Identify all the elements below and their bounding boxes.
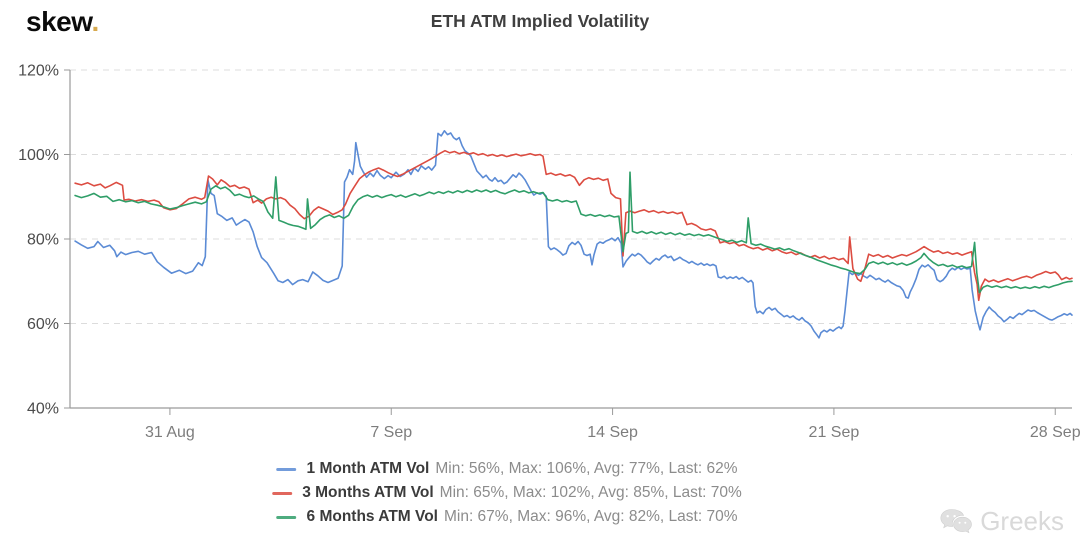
y-axis-label: 80% bbox=[27, 232, 59, 249]
legend-swatch-1-month-icon bbox=[276, 467, 297, 471]
legend-swatch-6-months-icon bbox=[276, 515, 297, 519]
legend-series-name: 6 Months ATM Vol bbox=[306, 508, 438, 525]
x-axis-label: 7 Sep bbox=[370, 424, 412, 441]
greeks-watermark-text: Greeks bbox=[980, 506, 1064, 536]
legend-item-1-month[interactable]: 1 Month ATM Vol Min: 56%, Max: 106%, Avg… bbox=[276, 460, 738, 478]
chart-legend: 1 Month ATM Vol Min: 56%, Max: 106%, Avg… bbox=[272, 460, 742, 526]
x-axis-label: 31 Aug bbox=[145, 424, 195, 441]
skew-logo-text: skew bbox=[26, 6, 92, 37]
legend-series-stats: Min: 56%, Max: 106%, Avg: 77%, Last: 62% bbox=[435, 460, 738, 477]
wechat-icon bbox=[939, 508, 973, 536]
legend-item-6-months[interactable]: 6 Months ATM Vol Min: 67%, Max: 96%, Avg… bbox=[276, 508, 738, 526]
x-axis-label: 28 Sep bbox=[1030, 424, 1080, 441]
legend-series-stats: Min: 65%, Max: 102%, Avg: 85%, Last: 70% bbox=[439, 484, 742, 501]
legend-series-stats: Min: 67%, Max: 96%, Avg: 82%, Last: 70% bbox=[443, 508, 738, 525]
y-axis-label: 100% bbox=[18, 147, 59, 164]
legend-item-3-months[interactable]: 3 Months ATM Vol Min: 65%, Max: 102%, Av… bbox=[272, 484, 742, 502]
skew-logo: skew. bbox=[26, 6, 99, 38]
y-axis-label: 120% bbox=[18, 63, 59, 80]
y-axis-label: 40% bbox=[27, 401, 59, 418]
page-title: ETH ATM Implied Volatility bbox=[430, 11, 650, 31]
x-axis-label: 14 Sep bbox=[587, 424, 638, 441]
legend-series-name: 3 Months ATM Vol bbox=[302, 484, 434, 501]
y-axis-label: 60% bbox=[27, 316, 59, 333]
series-line-1m bbox=[74, 130, 1073, 339]
x-axis-label: 21 Sep bbox=[809, 424, 860, 441]
legend-swatch-3-months-icon bbox=[272, 491, 293, 495]
legend-series-name: 1 Month ATM Vol bbox=[306, 460, 430, 477]
greeks-watermark: Greeks bbox=[939, 506, 1064, 537]
series-line-3m bbox=[74, 149, 1073, 302]
skew-logo-dot: . bbox=[91, 6, 99, 37]
series-line-6m bbox=[74, 171, 1073, 294]
